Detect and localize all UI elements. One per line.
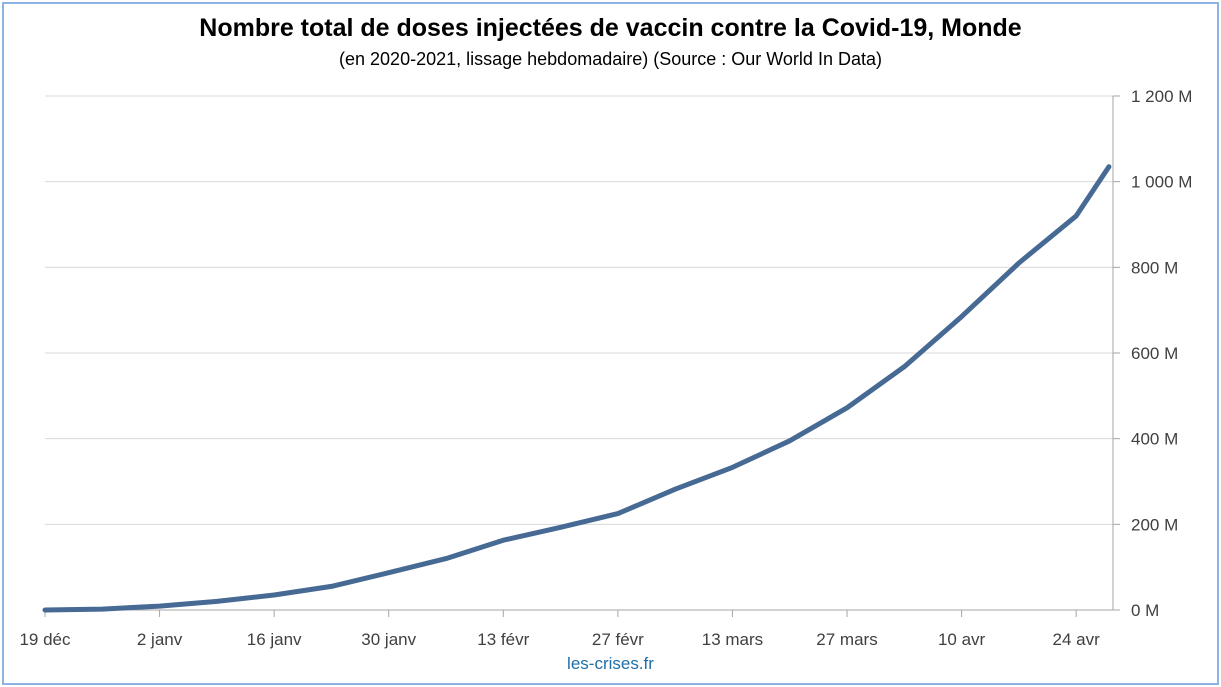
x-tick-label: 27 mars [816, 630, 877, 649]
chart-title: Nombre total de doses injectées de vacci… [199, 14, 1022, 42]
x-tick-label: 10 avr [938, 630, 986, 649]
y-tick-label: 0 M [1131, 601, 1159, 620]
y-tick-label: 800 M [1131, 258, 1178, 277]
x-tick-label: 19 déc [19, 630, 71, 649]
x-tick-label: 2 janv [137, 630, 183, 649]
x-tick-label: 13 mars [702, 630, 763, 649]
y-tick-label: 600 M [1131, 344, 1178, 363]
x-tick-label: 13 févr [477, 630, 529, 649]
y-tick-label: 1 200 M [1131, 87, 1192, 106]
series-group [42, 164, 1112, 613]
gridlines [45, 95, 1113, 525]
x-axis-ticks: 19 déc 2 janv 16 janv 30 janv 13 févr 27 févr… [19, 610, 1100, 649]
x-tick-label: 16 janv [247, 630, 302, 649]
y-tick-label: 200 M [1131, 515, 1178, 534]
x-tick-label: 27 févr [592, 630, 644, 649]
y-axis-ticks: 0 M 200 M 400 M 600 M 800 M 1 000 M 1 200 M [1113, 87, 1192, 620]
x-tick-label: 30 janv [361, 630, 416, 649]
chart-subtitle: (en 2020-2021, lissage hebdomadaire) (So… [339, 49, 882, 69]
source-footer: les-crises.fr [567, 654, 654, 673]
y-tick-label: 1 000 M [1131, 173, 1192, 192]
series-line [42, 164, 1112, 613]
x-tick-label: 24 avr [1053, 630, 1101, 649]
y-tick-label: 400 M [1131, 430, 1178, 449]
